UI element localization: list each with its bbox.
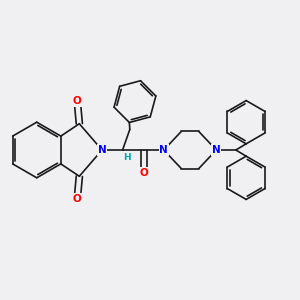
Text: N: N xyxy=(212,145,221,155)
Text: O: O xyxy=(73,96,82,106)
Text: H: H xyxy=(123,153,130,162)
Text: N: N xyxy=(159,145,168,155)
Text: N: N xyxy=(98,145,106,155)
Text: O: O xyxy=(140,168,148,178)
Text: O: O xyxy=(73,194,82,204)
